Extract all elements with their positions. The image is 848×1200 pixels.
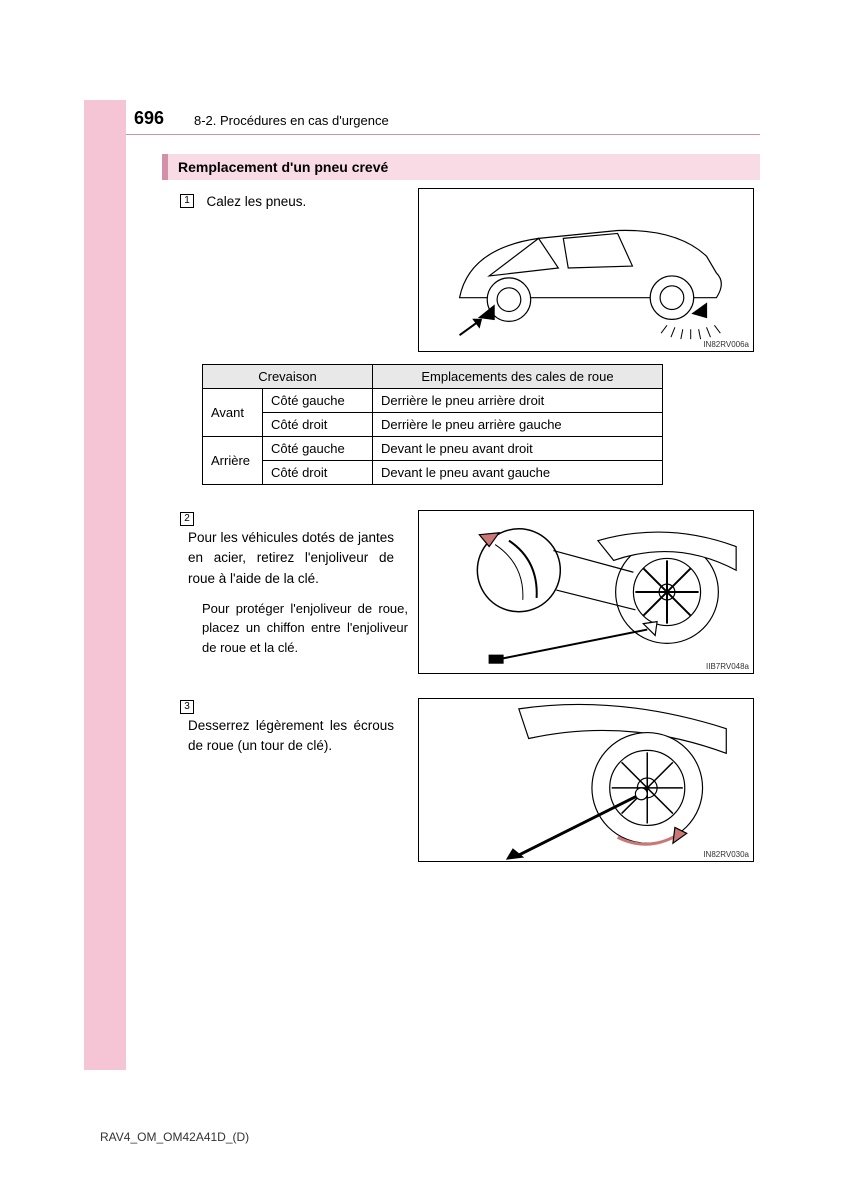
table-row: Arrière Côté gauche Devant le pneu avant…	[203, 437, 663, 461]
figure-3-caption: IN82RV030a	[703, 850, 749, 859]
table-row: Côté droit Derrière le pneu arrière gauc…	[203, 413, 663, 437]
cell-group-avant: Avant	[203, 389, 263, 437]
step-3: 3 Desserrez légèrement les écrous de rou…	[180, 698, 410, 757]
cell-group-arriere: Arrière	[203, 437, 263, 485]
chock-placement-table: Crevaison Emplacements des cales de roue…	[202, 364, 663, 485]
figure-2-caption: IIB7RV048a	[706, 662, 749, 671]
section-heading: Remplacement d'un pneu crevé	[162, 154, 760, 180]
step-1-text: Calez les pneus.	[206, 192, 396, 212]
section-sidebar	[84, 100, 126, 1070]
figure-lugnut-loosen: IN82RV030a	[418, 698, 754, 862]
step-number-box: 3	[180, 700, 194, 714]
cell: Derrière le pneu arrière gauche	[373, 413, 663, 437]
figure-1-caption: IN82RV006a	[703, 340, 749, 349]
hubcap-removal-icon	[419, 511, 753, 673]
step-1: 1 Calez les pneus.	[180, 192, 400, 212]
step-number-box: 1	[180, 194, 194, 208]
cell: Devant le pneu avant gauche	[373, 461, 663, 485]
cell: Côté droit	[263, 461, 373, 485]
step-2-subtext: Pour protéger l'enjoliveur de roue, plac…	[202, 599, 408, 658]
cell: Côté droit	[263, 413, 373, 437]
step-number-box: 2	[180, 512, 194, 526]
figure-vehicle-chocks: IN82RV006a	[418, 188, 754, 352]
step-2-text: Pour les véhicules dotés de jantes en ac…	[188, 528, 394, 589]
step-2: 2 Pour les véhicules dotés de jantes en …	[180, 510, 410, 657]
cell: Côté gauche	[263, 389, 373, 413]
footer-doc-id: RAV4_OM_OM42A41D_(D)	[100, 1130, 249, 1144]
table-row: Avant Côté gauche Derrière le pneu arriè…	[203, 389, 663, 413]
cell: Derrière le pneu arrière droit	[373, 389, 663, 413]
figure-hubcap-removal: IIB7RV048a	[418, 510, 754, 674]
vehicle-icon	[419, 189, 753, 351]
table-row: Côté droit Devant le pneu avant gauche	[203, 461, 663, 485]
cell: Côté gauche	[263, 437, 373, 461]
table-header-crevaison: Crevaison	[203, 365, 373, 389]
table-header-emplacements: Emplacements des cales de roue	[373, 365, 663, 389]
breadcrumb: 8-2. Procédures en cas d'urgence	[194, 113, 389, 128]
header-divider	[126, 134, 760, 135]
step-3-text: Desserrez légèrement les écrous de roue …	[188, 716, 394, 757]
cell: Devant le pneu avant droit	[373, 437, 663, 461]
lugnut-loosen-icon	[419, 699, 753, 861]
page-number: 696	[134, 108, 164, 129]
